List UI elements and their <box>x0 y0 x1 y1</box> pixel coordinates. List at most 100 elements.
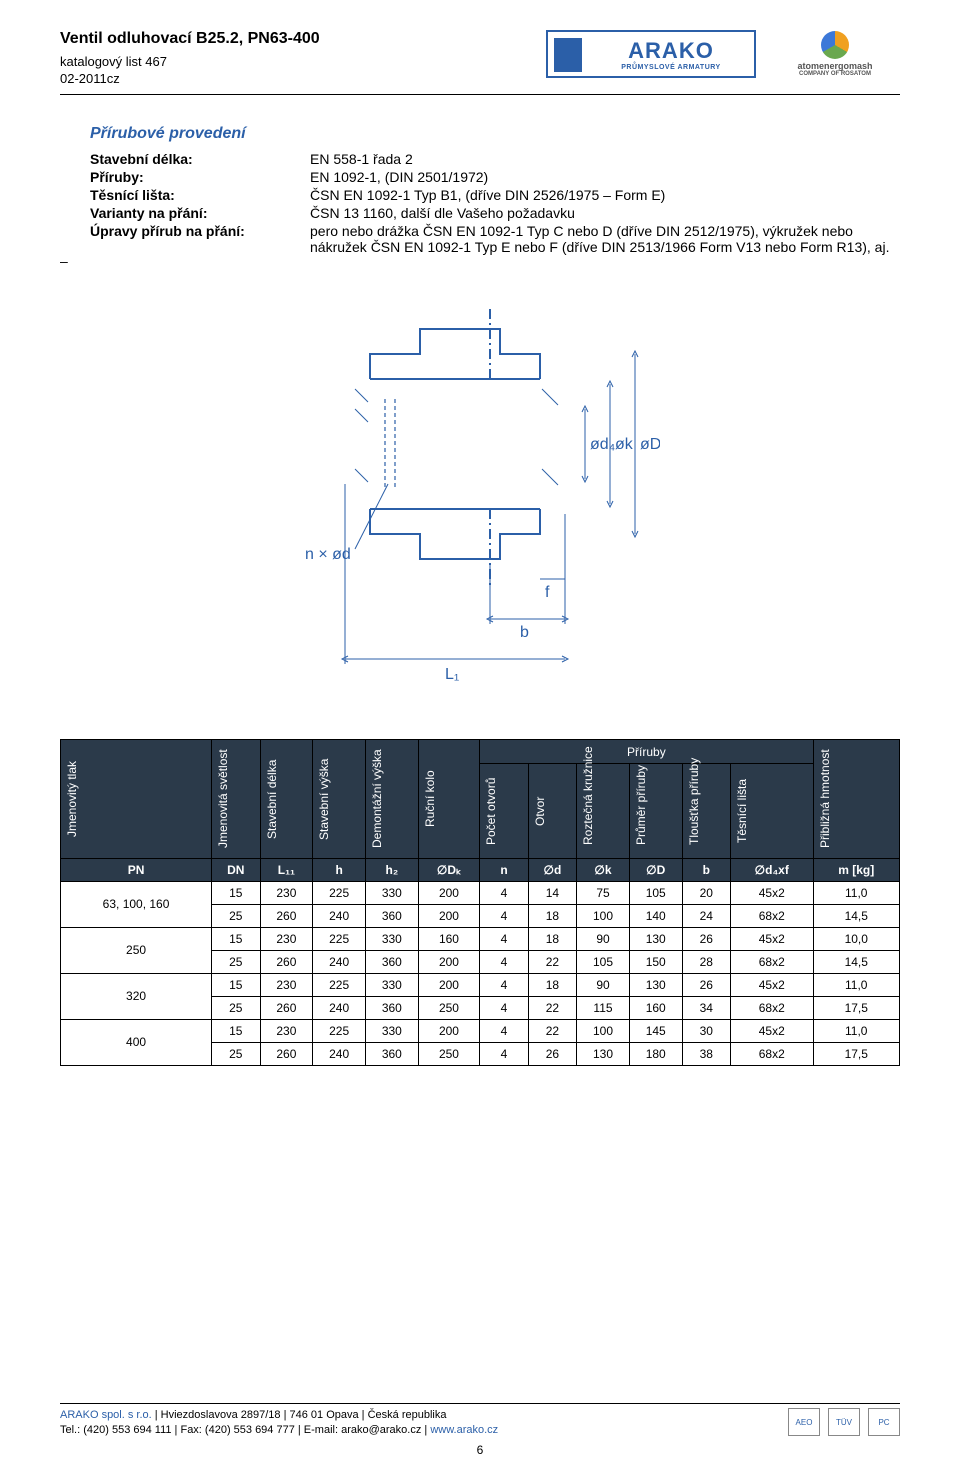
cell: 14,5 <box>813 950 899 973</box>
th-rucni-kolo: Ruční kolo <box>418 739 480 858</box>
cell: 68x2 <box>731 904 814 927</box>
spec-list: Stavební délka: EN 558-1 řada 2 Příruby:… <box>90 151 900 269</box>
cell: 68x2 <box>731 1042 814 1065</box>
doc-sub2: 02-2011cz <box>60 71 546 88</box>
cell: 225 <box>313 1019 366 1042</box>
cert-icon: AEO <box>788 1408 820 1436</box>
cell: 28 <box>682 950 730 973</box>
cell: 18 <box>528 904 576 927</box>
valve-icon <box>554 38 582 72</box>
th-jmen-tlak: Jmenovitý tlak <box>61 739 212 858</box>
cell: 25 <box>212 904 260 927</box>
cell: 4 <box>480 996 528 1019</box>
logo-arako-sub: PRŮMYSLOVÉ ARMATURY <box>621 64 720 71</box>
cell: 330 <box>365 927 418 950</box>
cell: 4 <box>480 950 528 973</box>
cell: 225 <box>313 973 366 996</box>
cell: 230 <box>260 1019 313 1042</box>
table-row: 63, 100, 16015230225330200414751052045x2… <box>61 881 900 904</box>
th-dem-vyska: Demontážní výška <box>365 739 418 858</box>
cell: 105 <box>629 881 682 904</box>
spec-row: Stavební délka: EN 558-1 řada 2 <box>90 151 900 167</box>
doc-sub1: katalogový list 467 <box>60 54 546 71</box>
header-left: Ventil odluhovací B25.2, PN63-400 katalo… <box>60 30 546 88</box>
cell: 140 <box>629 904 682 927</box>
spec-label: Úpravy přírub na přání: <box>90 223 310 255</box>
cert-icon: PC <box>868 1408 900 1436</box>
dim-nxd: n × ød <box>305 546 351 563</box>
cell: 360 <box>365 904 418 927</box>
cell: 360 <box>365 1042 418 1065</box>
cell: 150 <box>629 950 682 973</box>
cell: 200 <box>418 881 480 904</box>
cert-icon: TÜV <box>828 1408 860 1436</box>
spec-value: pero nebo drážka ČSN EN 1092-1 Typ C neb… <box>310 223 900 255</box>
cell: 4 <box>480 1042 528 1065</box>
footer-link[interactable]: www.arako.cz <box>430 1424 498 1436</box>
footer-addr: | Hviezdoslavova 2897/18 | 746 01 Opava … <box>152 1409 447 1421</box>
cell: 20 <box>682 881 730 904</box>
table-row: 25015230225330160418901302645x210,0 <box>61 927 900 950</box>
cell: 68x2 <box>731 950 814 973</box>
cell: 105 <box>577 950 630 973</box>
spec-label: Stavební délka: <box>90 151 310 167</box>
cell: 100 <box>577 1019 630 1042</box>
footer-logos: AEO TÜV PC <box>788 1408 900 1436</box>
cell: 4 <box>480 927 528 950</box>
spec-row: Příruby: EN 1092-1, (DIN 2501/1972) <box>90 169 900 185</box>
cell: 15 <box>212 1019 260 1042</box>
cell: 4 <box>480 881 528 904</box>
th-symbol: n <box>480 858 528 881</box>
cell: 160 <box>418 927 480 950</box>
spec-value: ČSN EN 1092-1 Typ B1, (dříve DIN 2526/19… <box>310 187 900 203</box>
spec-table: Jmenovitý tlak Jmenovitá světlost Staveb… <box>60 739 900 1066</box>
th-symbol: ∅d₄xf <box>731 858 814 881</box>
cell: 15 <box>212 881 260 904</box>
cell: 360 <box>365 950 418 973</box>
cell: 130 <box>629 973 682 996</box>
table-row: 400152302253302004221001453045x211,0 <box>61 1019 900 1042</box>
cell: 18 <box>528 927 576 950</box>
cell: 22 <box>528 1019 576 1042</box>
cell-pn: 400 <box>61 1019 212 1065</box>
cell: 10,0 <box>813 927 899 950</box>
logo-arako-text: ARAKO <box>621 38 720 64</box>
th-symbol: h <box>313 858 366 881</box>
cell: 11,0 <box>813 881 899 904</box>
cell: 260 <box>260 950 313 973</box>
cell: 17,5 <box>813 1042 899 1065</box>
cell: 15 <box>212 927 260 950</box>
th-symbol: PN <box>61 858 212 881</box>
cell: 90 <box>577 973 630 996</box>
th-symbol: ∅d <box>528 858 576 881</box>
cell: 200 <box>418 950 480 973</box>
cell: 200 <box>418 1019 480 1042</box>
th-symbol: ∅Dₖ <box>418 858 480 881</box>
table-row: 32015230225330200418901302645x211,0 <box>61 973 900 996</box>
cell: 250 <box>418 1042 480 1065</box>
cell: 45x2 <box>731 1019 814 1042</box>
th-roztec: Roztečná kružnice <box>577 764 630 859</box>
th-teslista: Těsnící lišta <box>731 764 814 859</box>
section-title: Přírubové provedení <box>90 125 900 143</box>
cell: 225 <box>313 881 366 904</box>
header: Ventil odluhovací B25.2, PN63-400 katalo… <box>60 30 900 88</box>
cell: 26 <box>528 1042 576 1065</box>
footer-text: ARAKO spol. s r.o. | Hviezdoslavova 2897… <box>60 1408 498 1437</box>
cell: 25 <box>212 950 260 973</box>
dim-f: f <box>545 584 550 601</box>
cell: 17,5 <box>813 996 899 1019</box>
cell: 145 <box>629 1019 682 1042</box>
dim-L1: L₁ <box>445 666 459 683</box>
footer: ARAKO spol. s r.o. | Hviezdoslavova 2897… <box>60 1403 900 1457</box>
cell: 45x2 <box>731 927 814 950</box>
th-symbol: DN <box>212 858 260 881</box>
th-stav-delka: Stavební délka <box>260 739 313 858</box>
logo-atom-text1: atomenergomash <box>797 61 872 71</box>
continuation-dash: – <box>60 253 90 269</box>
cell: 160 <box>629 996 682 1019</box>
th-symbol: L₁₁ <box>260 858 313 881</box>
cell: 330 <box>365 1019 418 1042</box>
th-symbol: ∅k <box>577 858 630 881</box>
dim-b: b <box>520 624 529 641</box>
